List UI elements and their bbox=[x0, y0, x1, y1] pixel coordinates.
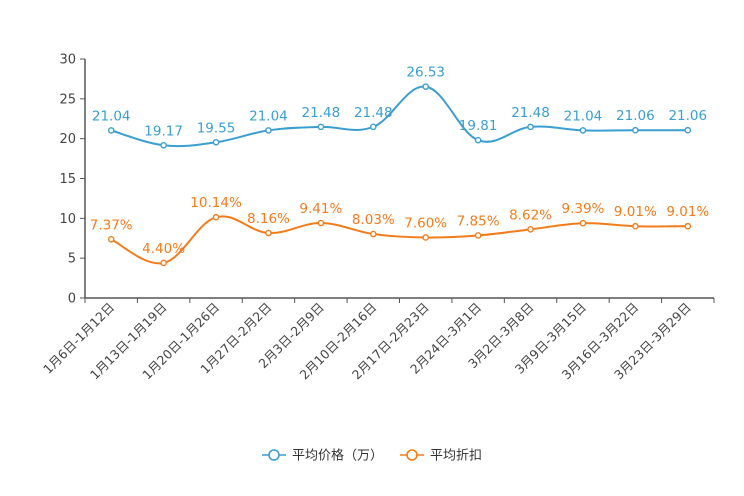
data-point[interactable] bbox=[579, 219, 587, 227]
data-label: 8.03% bbox=[352, 212, 395, 228]
data-point[interactable] bbox=[265, 229, 272, 237]
data-point[interactable] bbox=[265, 127, 272, 134]
series-line bbox=[110, 215, 688, 265]
data-point[interactable] bbox=[317, 219, 325, 227]
data-label: 21.06 bbox=[616, 108, 655, 124]
data-label: 19.55 bbox=[197, 120, 236, 136]
series-1: 21.04 19.17 19.55 21.04 21.48 21.48 26.53 19.81… bbox=[92, 65, 707, 149]
data-point[interactable] bbox=[212, 138, 220, 146]
y-tick-label: 20 bbox=[59, 132, 76, 147]
data-point[interactable] bbox=[684, 222, 692, 230]
data-point[interactable] bbox=[474, 232, 482, 239]
data-label: 8.16% bbox=[247, 211, 290, 227]
legend-swatch-marker bbox=[268, 449, 280, 461]
data-point[interactable] bbox=[317, 123, 325, 131]
data-point[interactable] bbox=[160, 259, 167, 267]
series-layer: 21.04 19.17 19.55 21.04 21.48 21.48 26.53 19.81… bbox=[90, 65, 709, 267]
legend[interactable]: 平均价格（万） 平均折扣 bbox=[262, 448, 482, 464]
data-label: 10.14% bbox=[190, 195, 242, 211]
legend-item-1[interactable]: 平均价格（万） bbox=[262, 448, 383, 464]
y-tick-label: 15 bbox=[59, 172, 76, 187]
data-label: 7.60% bbox=[404, 215, 447, 231]
data-label: 9.39% bbox=[562, 201, 605, 217]
data-label: 21.04 bbox=[249, 108, 288, 124]
data-label: 21.48 bbox=[354, 105, 393, 121]
data-label: 4.40% bbox=[142, 241, 185, 257]
data-point[interactable] bbox=[160, 141, 167, 149]
data-label: 21.48 bbox=[511, 105, 550, 121]
data-point[interactable] bbox=[107, 127, 115, 134]
data-point[interactable] bbox=[579, 127, 587, 134]
data-point[interactable] bbox=[632, 126, 639, 134]
data-point[interactable] bbox=[474, 136, 482, 144]
data-point[interactable] bbox=[422, 83, 430, 90]
data-label: 9.01% bbox=[614, 204, 657, 220]
data-label: 21.06 bbox=[668, 108, 707, 124]
y-tick-label: 5 bbox=[68, 252, 76, 267]
data-label: 21.48 bbox=[302, 105, 341, 121]
data-label: 8.62% bbox=[509, 207, 552, 223]
legend-label: 平均折扣 bbox=[430, 449, 482, 464]
data-point[interactable] bbox=[107, 235, 115, 243]
legend-label: 平均价格（万） bbox=[292, 448, 383, 464]
data-label: 9.41% bbox=[299, 201, 342, 217]
legend-swatch-marker bbox=[406, 449, 418, 461]
data-point[interactable] bbox=[422, 234, 430, 241]
data-point[interactable] bbox=[684, 126, 692, 134]
series-2: 7.37% 4.40% 10.14% 8.16% 9.41% 8.03% 7.60% 7.85… bbox=[90, 195, 709, 267]
y-tick-label: 25 bbox=[59, 92, 76, 107]
y-tick-label: 10 bbox=[59, 212, 76, 227]
data-label: 21.04 bbox=[92, 108, 131, 124]
data-point[interactable] bbox=[632, 222, 639, 230]
legend-item-2[interactable]: 平均折扣 bbox=[400, 449, 482, 464]
y-tick-label: 30 bbox=[59, 53, 76, 68]
data-label: 19.81 bbox=[459, 118, 498, 134]
data-point[interactable] bbox=[369, 230, 377, 238]
data-point[interactable] bbox=[369, 123, 377, 131]
data-point[interactable] bbox=[212, 213, 220, 221]
y-tick-label: 0 bbox=[68, 292, 76, 307]
data-label: 21.04 bbox=[564, 108, 603, 124]
data-label: 7.85% bbox=[457, 213, 500, 229]
data-label: 7.37% bbox=[90, 217, 133, 233]
data-point[interactable] bbox=[527, 123, 534, 131]
data-label: 26.53 bbox=[406, 65, 445, 81]
data-point[interactable] bbox=[527, 226, 534, 233]
data-label: 9.01% bbox=[666, 204, 709, 220]
data-label: 19.17 bbox=[144, 123, 183, 139]
